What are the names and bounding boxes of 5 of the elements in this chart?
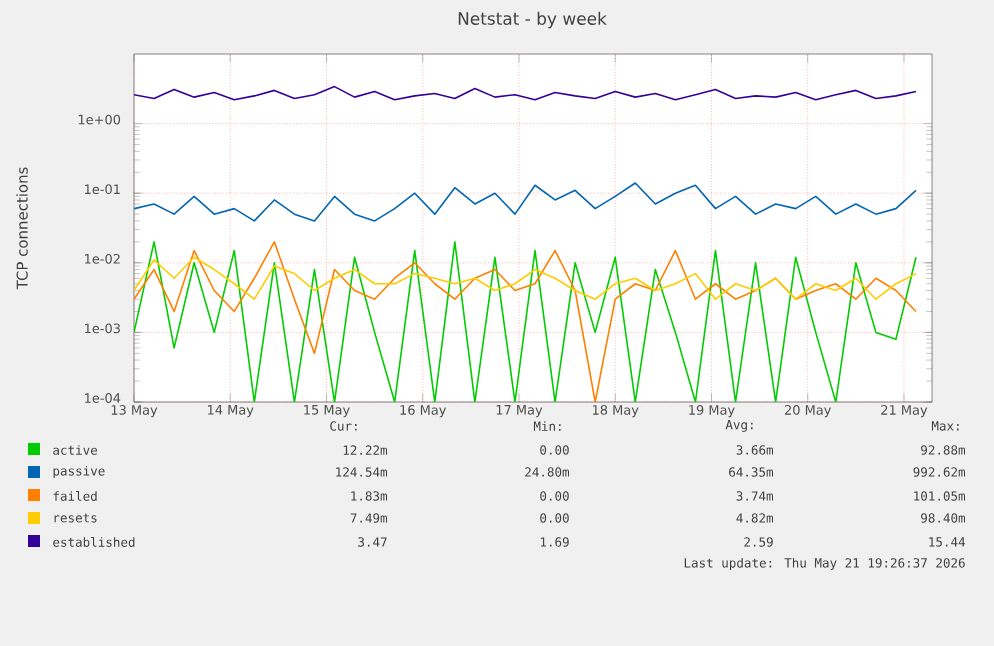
chart-title: Netstat - by week [458,11,607,29]
line-series [134,85,917,101]
line-series [134,256,917,300]
line-series [134,182,917,222]
line-series [134,241,917,402]
